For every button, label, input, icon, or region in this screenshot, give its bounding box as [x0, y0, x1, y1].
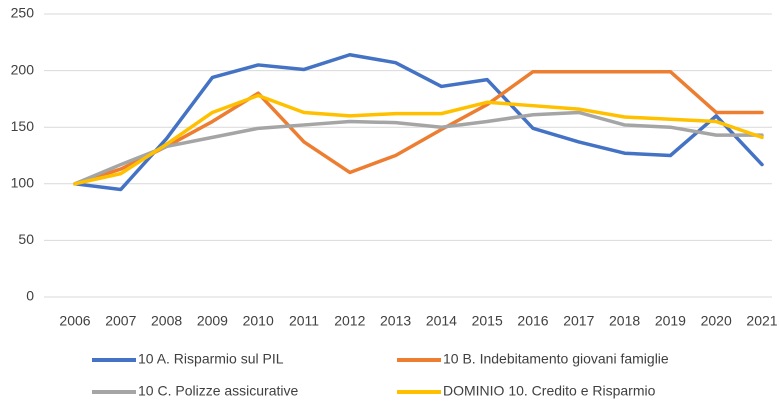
y-tick-label: 100: [11, 175, 35, 191]
x-tick-label: 2012: [334, 313, 365, 329]
legend-label: 10 A. Risparmio sul PIL: [138, 351, 284, 367]
x-tick-label: 2015: [472, 313, 503, 329]
series-line: [73, 53, 764, 192]
legend-label: 10 C. Polizze assicurative: [138, 383, 299, 399]
x-tick-label: 2010: [243, 313, 274, 329]
legend-label: 10 B. Indebitamento giovani famiglie: [443, 351, 669, 367]
y-tick-label: 150: [11, 118, 35, 134]
x-tick-label: 2019: [655, 313, 686, 329]
x-tick-label: 2013: [380, 313, 411, 329]
y-tick-label: 200: [11, 61, 35, 77]
y-tick-label: 0: [26, 288, 34, 304]
x-tick-label: 2007: [105, 313, 136, 329]
x-tick-label: 2018: [609, 313, 640, 329]
series-line: [73, 93, 764, 186]
x-tick-label: 2016: [517, 313, 548, 329]
y-tick-label: 250: [11, 5, 35, 21]
x-tick-label: 2017: [563, 313, 594, 329]
legend-label: DOMINIO 10. Credito e Risparmio: [443, 383, 656, 399]
x-tick-label: 2021: [746, 313, 777, 329]
x-tick-label: 2020: [701, 313, 732, 329]
x-tick-label: 2014: [426, 313, 457, 329]
x-tick-label: 2006: [59, 313, 90, 329]
x-tick-label: 2011: [289, 313, 319, 329]
series-line: [73, 69, 764, 186]
series-line: [73, 110, 764, 186]
x-tick-label: 2009: [197, 313, 228, 329]
x-tick-label: 2008: [151, 313, 182, 329]
y-tick-label: 50: [18, 231, 34, 247]
